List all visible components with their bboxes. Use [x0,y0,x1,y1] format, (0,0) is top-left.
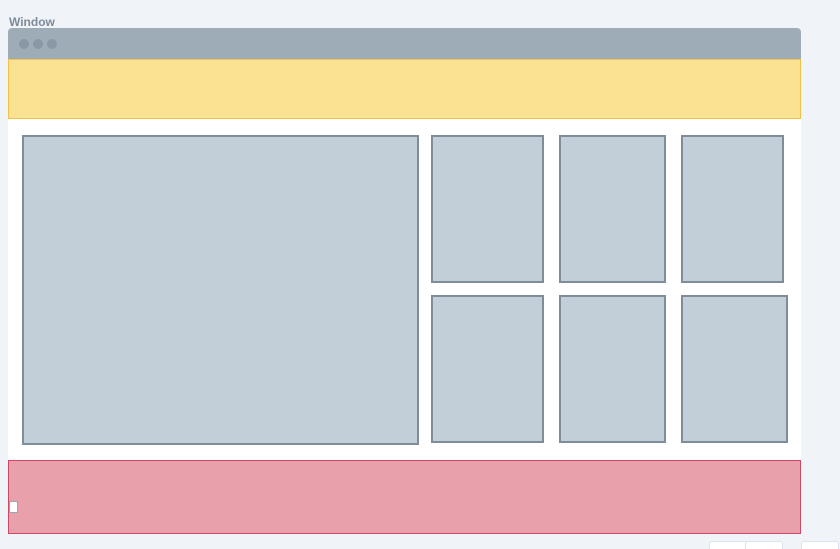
header-region [8,59,801,119]
window-control-dot[interactable] [19,39,29,49]
grid-panel [431,135,544,283]
corner-tab[interactable] [801,541,839,549]
corner-tab[interactable] [709,541,747,549]
grid-panel [681,135,784,283]
resize-handle[interactable] [9,501,18,513]
footer-region [8,460,801,534]
grid-panel [559,135,666,283]
main-panel [22,135,419,445]
window-control-dot[interactable] [33,39,43,49]
window-frame [8,28,801,534]
corner-tab[interactable] [745,541,783,549]
grid-panel [431,295,544,443]
grid-panel [681,295,788,443]
window-titlebar[interactable] [8,28,801,59]
window-label: Window [9,15,55,29]
window-control-dot[interactable] [47,39,57,49]
grid-panel [559,295,666,443]
